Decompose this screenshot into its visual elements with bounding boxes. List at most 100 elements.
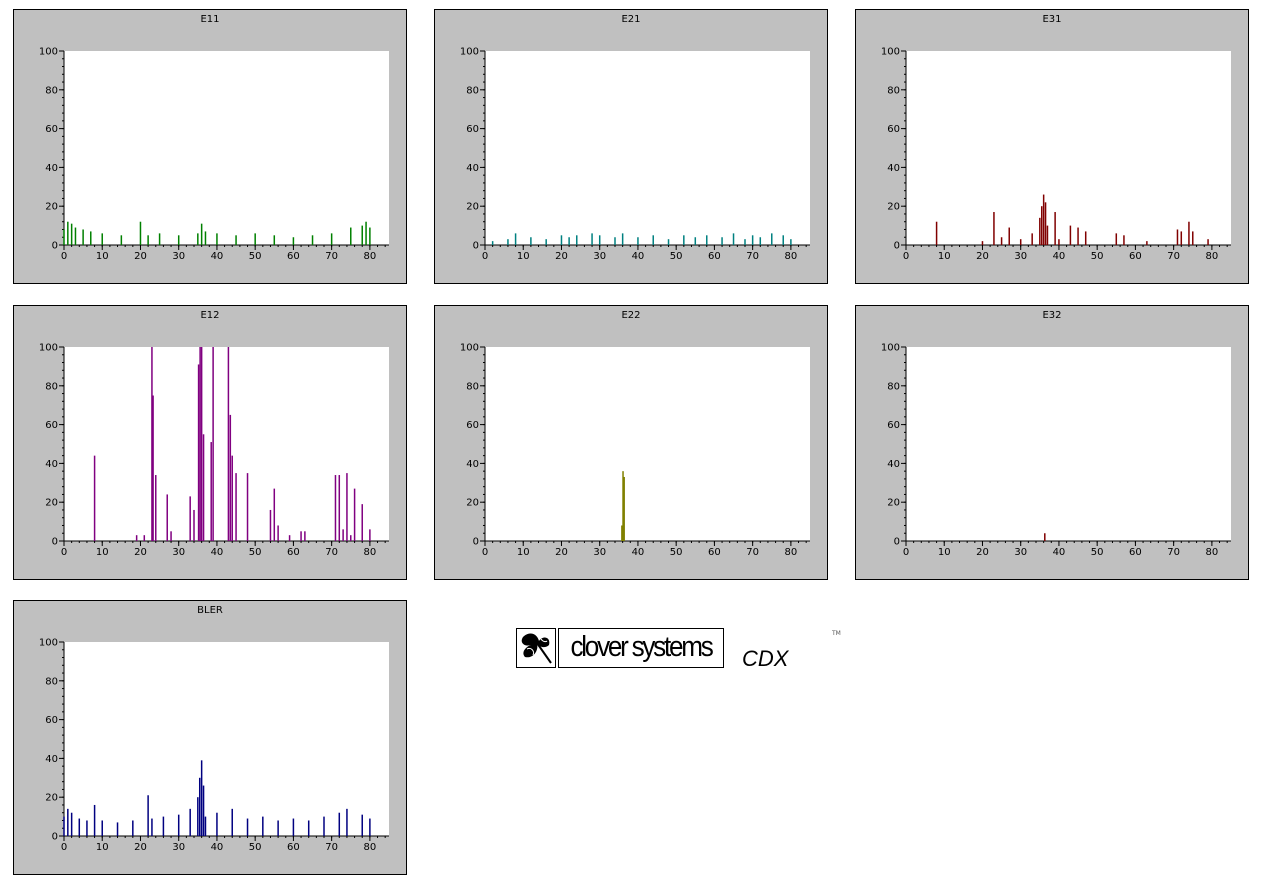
y-tick-label: 60: [466, 124, 479, 135]
data-bar: [1077, 227, 1079, 245]
x-tick-label: 30: [593, 251, 606, 262]
data-bar: [277, 820, 279, 836]
chart-title: E31: [1042, 14, 1062, 25]
data-bar: [1115, 233, 1118, 245]
data-bar: [706, 235, 708, 245]
x-tick-label: 50: [249, 547, 262, 558]
x-tick-label: 50: [670, 547, 683, 558]
data-bar: [545, 239, 547, 245]
data-bar: [759, 237, 762, 245]
data-bar: [227, 347, 230, 541]
y-tick-label: 100: [39, 47, 58, 58]
y-tick-label: 20: [887, 202, 900, 213]
data-bar: [216, 812, 218, 836]
y-tick-label: 100: [881, 343, 900, 354]
x-tick-label: 20: [134, 547, 147, 558]
data-bar: [93, 455, 96, 541]
clover-leaf-icon: [516, 628, 556, 668]
x-tick-label: 60: [287, 547, 300, 558]
data-bar: [307, 820, 310, 836]
data-bar: [771, 233, 773, 245]
y-tick-label: 40: [466, 163, 479, 174]
plot-area: [64, 51, 389, 245]
y-tick-label: 60: [45, 124, 58, 135]
x-tick-label: 30: [172, 547, 185, 558]
data-bar: [200, 223, 203, 245]
chart-title: E11: [200, 14, 220, 25]
y-tick-label: 0: [894, 241, 900, 252]
data-bar: [1008, 227, 1010, 245]
data-bar: [369, 818, 371, 836]
data-bar: [189, 808, 191, 836]
data-bar: [576, 235, 578, 245]
data-bar: [162, 816, 165, 836]
chart-e12: 0 20 40 60 80 100 0 10 20 30 40 50 60 70 80: [39, 343, 389, 558]
y-tick-label: 40: [45, 163, 58, 174]
x-tick-label: 60: [708, 251, 721, 262]
x-tick-label: 10: [517, 251, 530, 262]
data-bar: [1192, 231, 1194, 245]
data-bar: [621, 233, 624, 245]
chart-panel-e31: E31 0 20 40 60 80 100 0 10 20 30 40 50 60 70 80: [855, 9, 1249, 284]
y-tick-label: 0: [52, 537, 58, 548]
y-tick-label: 80: [887, 381, 900, 392]
data-bar: [652, 235, 654, 245]
x-tick-label: 10: [938, 547, 951, 558]
data-bar: [721, 237, 723, 245]
data-bar: [231, 455, 233, 541]
y-tick-label: 100: [460, 47, 479, 58]
data-bar: [63, 816, 65, 836]
chart-title: E32: [1042, 310, 1062, 321]
chart-panel-e21: E21 0 20 40 60 80 100 0 10 20 30 40 50 60 70 80: [434, 9, 828, 284]
x-tick-label: 80: [785, 547, 798, 558]
y-tick-label: 0: [473, 241, 479, 252]
data-bar: [101, 820, 103, 836]
y-tick-label: 80: [887, 85, 900, 96]
x-tick-label: 30: [593, 547, 606, 558]
x-tick-label: 60: [287, 842, 300, 853]
x-tick-label: 80: [364, 547, 377, 558]
product-name: CDX: [742, 646, 789, 671]
x-tick-label: 60: [1129, 251, 1142, 262]
y-tick-label: 40: [887, 163, 900, 174]
x-tick-label: 0: [482, 251, 488, 262]
y-tick-label: 0: [52, 241, 58, 252]
data-bar: [193, 509, 195, 541]
x-tick-label: 70: [325, 547, 338, 558]
data-bar: [667, 239, 670, 245]
data-bar: [346, 473, 348, 541]
data-bar: [507, 239, 509, 245]
data-bar: [342, 529, 344, 541]
data-bar: [1040, 206, 1043, 245]
data-bar: [135, 535, 138, 541]
x-tick-label: 30: [172, 251, 185, 262]
y-tick-label: 20: [887, 498, 900, 509]
data-bar: [139, 221, 142, 245]
data-bar: [1044, 533, 1046, 541]
y-tick-label: 100: [39, 343, 58, 354]
data-bar: [166, 494, 168, 541]
y-tick-label: 0: [52, 832, 58, 843]
data-bar: [143, 535, 146, 541]
data-bar: [304, 531, 306, 541]
x-tick-label: 70: [325, 842, 338, 853]
chart-e11: 0 20 40 60 80 100 0 10 20 30 40 50 60 70 80: [39, 47, 389, 262]
data-bar: [338, 475, 341, 541]
data-bar: [151, 818, 153, 836]
data-bar: [82, 229, 84, 245]
y-tick-label: 60: [887, 420, 900, 431]
chart-e21: 0 20 40 60 80 100 0 10 20 30 40 50 60 70 80: [460, 47, 810, 262]
y-tick-label: 40: [887, 459, 900, 470]
data-bar: [1000, 237, 1003, 245]
data-bar: [637, 237, 639, 245]
chart-panel-e22: E22 0 20 40 60 80 100 0 10 20 30 40 50 60 70 80: [434, 305, 828, 580]
chart-panel-e11: E11 0 20 40 60 80 100 0 10 20 30 40 50 60 70 80: [13, 9, 407, 284]
y-tick-label: 100: [39, 638, 58, 649]
plot-area: [906, 51, 1231, 245]
data-bar: [152, 395, 154, 541]
x-tick-label: 70: [325, 251, 338, 262]
data-bar: [235, 473, 237, 541]
x-tick-label: 0: [903, 251, 909, 262]
x-tick-label: 0: [903, 547, 909, 558]
data-bar: [350, 227, 352, 245]
